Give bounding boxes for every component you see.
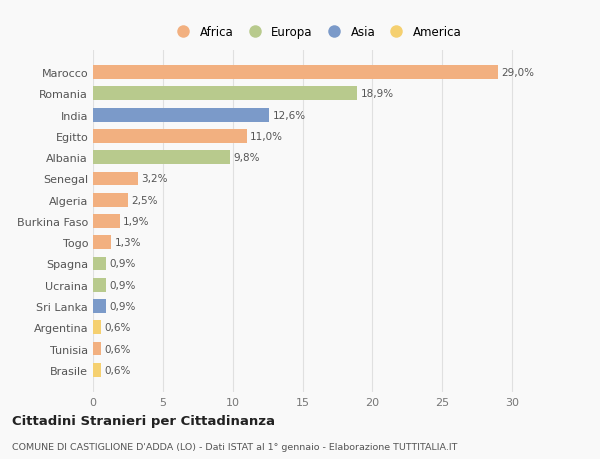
Bar: [93, 130, 247, 144]
Text: 9,8%: 9,8%: [233, 153, 260, 163]
Bar: [93, 193, 128, 207]
Text: 3,2%: 3,2%: [141, 174, 167, 184]
Text: 1,9%: 1,9%: [123, 217, 149, 226]
Bar: [93, 108, 269, 122]
Bar: [93, 299, 106, 313]
Bar: [93, 151, 230, 165]
Bar: [93, 321, 101, 335]
Bar: [93, 278, 106, 292]
Bar: [93, 87, 357, 101]
Text: 11,0%: 11,0%: [250, 132, 283, 141]
Text: 2,5%: 2,5%: [131, 195, 158, 205]
Text: COMUNE DI CASTIGLIONE D'ADDA (LO) - Dati ISTAT al 1° gennaio - Elaborazione TUTT: COMUNE DI CASTIGLIONE D'ADDA (LO) - Dati…: [12, 442, 457, 451]
Text: 0,6%: 0,6%: [105, 344, 131, 354]
Text: Cittadini Stranieri per Cittadinanza: Cittadini Stranieri per Cittadinanza: [12, 414, 275, 428]
Legend: Africa, Europa, Asia, America: Africa, Europa, Asia, America: [168, 22, 465, 42]
Bar: [93, 214, 119, 229]
Text: 0,6%: 0,6%: [105, 365, 131, 375]
Bar: [93, 257, 106, 271]
Text: 1,3%: 1,3%: [115, 238, 141, 248]
Text: 0,9%: 0,9%: [109, 259, 136, 269]
Bar: [93, 172, 138, 186]
Bar: [93, 363, 101, 377]
Text: 12,6%: 12,6%: [272, 110, 305, 120]
Text: 18,9%: 18,9%: [361, 89, 394, 99]
Text: 0,9%: 0,9%: [109, 302, 136, 311]
Text: 0,9%: 0,9%: [109, 280, 136, 290]
Text: 29,0%: 29,0%: [502, 68, 535, 78]
Bar: [93, 66, 498, 80]
Text: 0,6%: 0,6%: [105, 323, 131, 333]
Bar: [93, 342, 101, 356]
Bar: [93, 236, 111, 250]
